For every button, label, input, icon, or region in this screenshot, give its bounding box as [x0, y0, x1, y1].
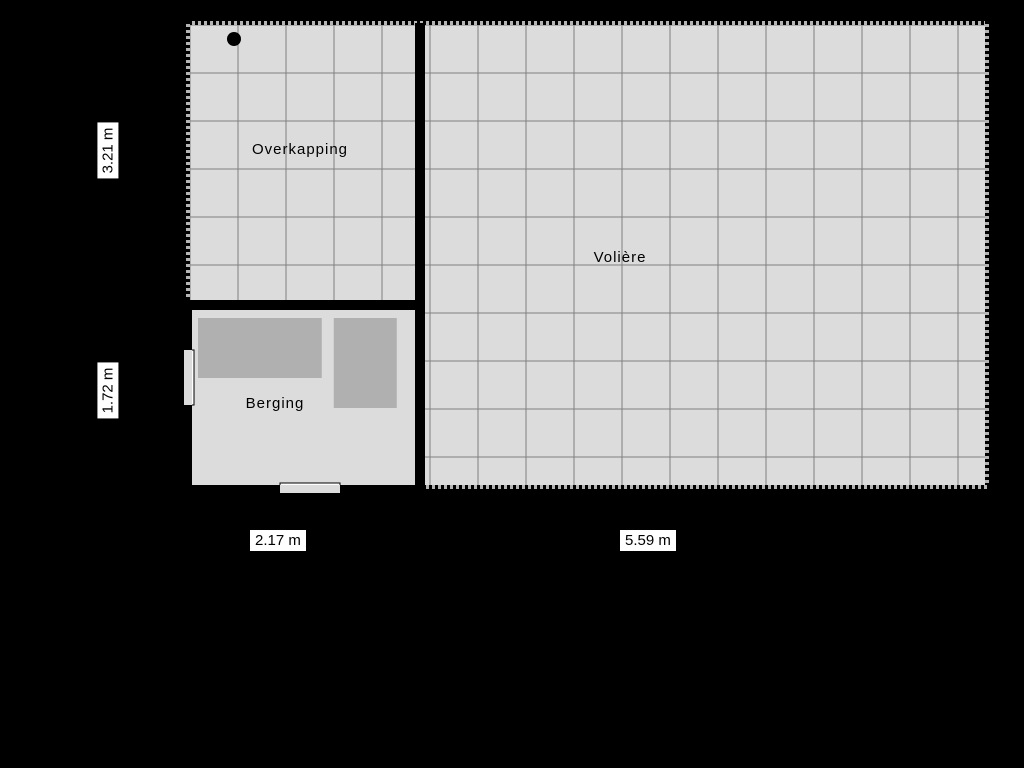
dimension-label-h-left: 2.17 m	[250, 530, 306, 551]
floor-plan: Overkapping Volière Berging	[0, 0, 1024, 768]
dimension-label-h-right: 5.59 m	[620, 530, 676, 551]
label-berging: Berging	[246, 395, 305, 412]
room-overkapping	[190, 25, 415, 300]
label-overkapping: Overkapping	[252, 141, 348, 158]
label-voliere: Volière	[594, 249, 647, 266]
dimension-label-v-bottom: 1.72 m	[97, 363, 118, 419]
dimension-label-v-top: 3.21 m	[97, 123, 118, 179]
reference-dot-icon	[227, 32, 241, 46]
room-voliere	[425, 25, 985, 485]
